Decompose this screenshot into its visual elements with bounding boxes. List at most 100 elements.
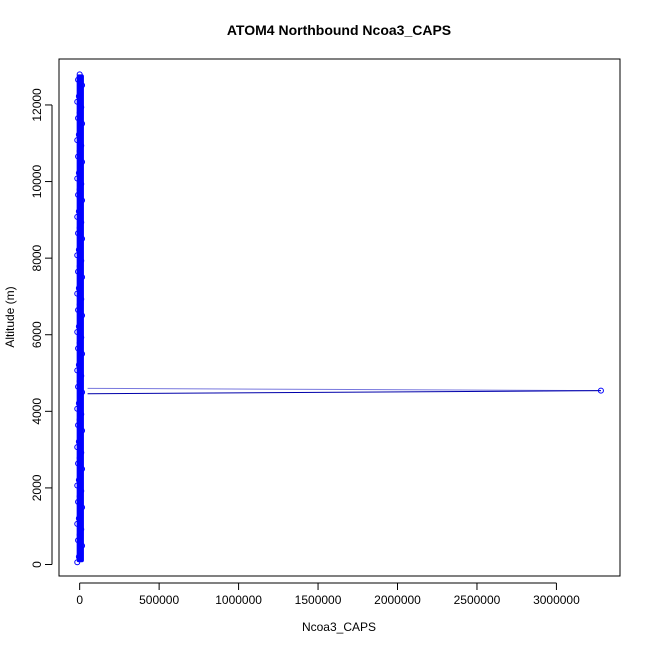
data-point bbox=[79, 466, 86, 473]
data-point bbox=[75, 153, 82, 160]
data-point bbox=[79, 197, 86, 204]
data-point bbox=[76, 416, 83, 423]
data-point bbox=[76, 224, 83, 231]
x-tick-label: 3000000 bbox=[533, 593, 580, 607]
y-axis-label: Altitude (m) bbox=[3, 286, 17, 347]
data-point bbox=[76, 186, 83, 193]
data-point bbox=[77, 433, 84, 440]
y-tick-label: 0 bbox=[30, 561, 44, 568]
data-point bbox=[79, 504, 86, 511]
y-tick-label: 10000 bbox=[30, 165, 44, 199]
data-point bbox=[78, 487, 85, 494]
data-point bbox=[78, 104, 85, 111]
x-tick-label: 2000000 bbox=[374, 593, 421, 607]
data-point bbox=[76, 71, 83, 78]
data-point bbox=[79, 274, 86, 281]
data-point bbox=[76, 531, 83, 538]
data-point bbox=[74, 290, 81, 297]
data-point bbox=[76, 378, 83, 385]
data-point bbox=[78, 449, 85, 456]
data-point bbox=[79, 159, 86, 166]
data-point bbox=[75, 498, 82, 505]
data-point bbox=[77, 509, 84, 516]
data-point bbox=[77, 548, 84, 555]
data-point bbox=[79, 542, 86, 549]
data-point bbox=[75, 460, 82, 467]
data-point bbox=[74, 252, 81, 259]
data-point bbox=[77, 241, 84, 248]
x-tick-label: 500000 bbox=[139, 593, 179, 607]
data-point bbox=[75, 246, 82, 253]
data-point bbox=[78, 257, 85, 264]
data-point bbox=[78, 411, 85, 418]
data-point bbox=[75, 268, 82, 275]
data-point bbox=[79, 312, 86, 319]
data-point bbox=[76, 263, 83, 270]
series-line bbox=[87, 387, 601, 392]
data-point bbox=[79, 389, 86, 396]
data-point bbox=[74, 482, 81, 489]
data-point bbox=[75, 515, 82, 522]
data-point bbox=[78, 372, 85, 379]
data-point bbox=[78, 142, 85, 149]
data-point bbox=[76, 301, 83, 308]
y-tick-label: 4000 bbox=[30, 398, 44, 425]
y-tick-label: 6000 bbox=[30, 321, 44, 348]
data-point bbox=[75, 208, 82, 215]
data-point bbox=[75, 230, 82, 237]
x-axis-label: Ncoa3_CAPS bbox=[302, 620, 376, 634]
data-point bbox=[77, 202, 84, 209]
data-point bbox=[597, 387, 604, 394]
data-point bbox=[75, 76, 82, 83]
data-point bbox=[74, 328, 81, 335]
data-point bbox=[75, 285, 82, 292]
chart-title: ATOM4 Northbound Ncoa3_CAPS bbox=[227, 22, 451, 38]
data-point bbox=[78, 296, 85, 303]
data-point bbox=[79, 120, 86, 127]
x-axis: 0 500000 1000000 1500000 2000000 2500000 30000… bbox=[76, 582, 580, 607]
data-point bbox=[74, 405, 81, 412]
data-point bbox=[75, 93, 82, 100]
data-point bbox=[75, 115, 82, 122]
data-point bbox=[78, 219, 85, 226]
data-point bbox=[74, 444, 81, 451]
data-point bbox=[74, 559, 81, 566]
data-point bbox=[75, 438, 82, 445]
data-point bbox=[77, 318, 84, 325]
data-point bbox=[76, 493, 83, 500]
data-point bbox=[74, 213, 81, 220]
x-tick-label: 1000000 bbox=[215, 593, 262, 607]
data-point bbox=[77, 164, 84, 171]
data-point bbox=[75, 537, 82, 544]
series-layer bbox=[74, 71, 604, 566]
data-point bbox=[75, 361, 82, 368]
data-point bbox=[75, 191, 82, 198]
data-point bbox=[75, 553, 82, 560]
data-point bbox=[75, 400, 82, 407]
data-point bbox=[78, 334, 85, 341]
data-point bbox=[79, 350, 86, 357]
data-point bbox=[76, 109, 83, 116]
data-point bbox=[79, 235, 86, 242]
data-point bbox=[78, 526, 85, 533]
data-point bbox=[76, 455, 83, 462]
data-point bbox=[75, 323, 82, 330]
data-point bbox=[75, 131, 82, 138]
data-point bbox=[75, 169, 82, 176]
data-point bbox=[77, 87, 84, 94]
data-point bbox=[79, 82, 86, 89]
data-point bbox=[75, 476, 82, 483]
data-point bbox=[77, 356, 84, 363]
data-point bbox=[77, 279, 84, 286]
data-point bbox=[74, 98, 81, 105]
series-line bbox=[87, 390, 601, 395]
data-point bbox=[75, 345, 82, 352]
data-point bbox=[78, 180, 85, 187]
data-point bbox=[74, 367, 81, 374]
y-tick-label: 2000 bbox=[30, 474, 44, 501]
data-point bbox=[75, 307, 82, 314]
data-point bbox=[74, 137, 81, 144]
x-tick-label: 2500000 bbox=[454, 593, 501, 607]
